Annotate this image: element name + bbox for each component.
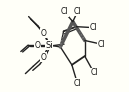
Text: O: O: [41, 29, 47, 38]
Text: Cl: Cl: [98, 40, 105, 49]
Text: Cl: Cl: [74, 79, 81, 88]
Text: O: O: [34, 41, 40, 50]
Text: O: O: [40, 53, 46, 62]
Text: Cl: Cl: [89, 23, 97, 32]
Text: Cl: Cl: [90, 68, 98, 77]
Text: Si: Si: [45, 41, 53, 50]
Text: Cl: Cl: [61, 7, 68, 16]
Text: Cl: Cl: [74, 7, 82, 16]
